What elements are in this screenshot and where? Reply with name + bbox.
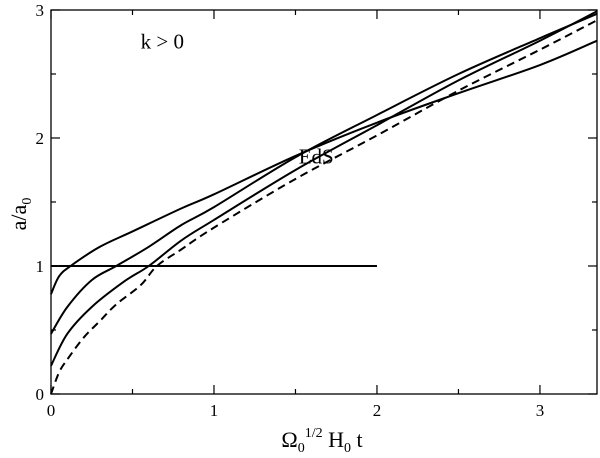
ticks-layer [50,9,597,395]
y-axis-label-base: a/a [6,204,31,230]
y-tick-label: 2 [36,129,45,148]
x-tick-label: 1 [210,401,219,420]
x-axis-label: Ω01/2 H0 t [281,426,362,456]
series-line-2 [50,12,598,335]
x-axis-label-base: Ω [281,427,297,452]
x-tick-label: 2 [373,401,382,420]
annotation-0: k > 0 [141,29,184,53]
x-tick-label: 3 [536,401,545,420]
x-tick-label: 0 [47,401,56,420]
y-tick-label: 0 [36,385,45,404]
y-axis-label-base-sub: 0 [20,198,35,205]
y-axis-label: a/a0 [6,198,35,231]
y-tick-label: 1 [36,257,45,276]
x-axis-label-base-sub: 0 [298,441,305,456]
annotations-layer: k > 0 EdS [141,29,334,168]
tick-labels-layer: 0 1 2 3 0 1 2 3 [36,1,545,420]
series-line-3 [50,10,598,367]
x-axis-label-tail: t [351,427,363,452]
plot-frame [50,9,598,395]
curves-layer [50,10,598,395]
x-axis-label-mid: H [323,427,345,452]
y-tick-label: 3 [36,1,45,20]
x-axis-label-mid-sub: 0 [344,441,351,456]
series-line-1 [50,39,598,295]
series-line-4 [50,19,598,395]
x-axis-label-exponent: 1/2 [305,426,323,441]
annotation-1: EdS [299,145,334,169]
